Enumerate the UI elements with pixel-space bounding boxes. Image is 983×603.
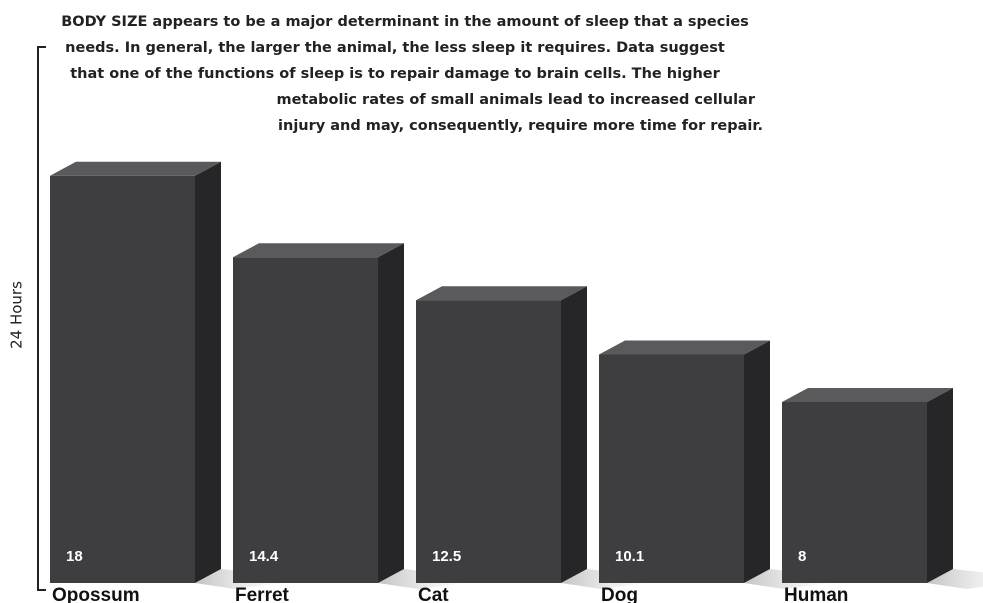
bar-side	[744, 340, 770, 583]
bar-side	[927, 388, 953, 583]
bar-front	[416, 300, 561, 583]
category-label: Ferret	[235, 585, 290, 603]
category-label: Opossum	[52, 585, 140, 603]
bar-top	[599, 340, 770, 355]
bar	[416, 286, 587, 583]
annotation-line: injury and may, consequently, require mo…	[278, 118, 763, 134]
bar-front	[50, 175, 195, 583]
bar-side	[561, 286, 587, 583]
bar-top	[782, 388, 953, 402]
bar	[782, 388, 953, 583]
annotation-line: that one of the functions of sleep is to…	[70, 66, 720, 82]
y-axis-label: 24 Hours	[8, 281, 26, 349]
value-label: 14.4	[249, 548, 279, 565]
bar	[50, 161, 221, 583]
value-label: 10.1	[615, 548, 644, 565]
category-label: Human	[784, 585, 848, 603]
bar-side	[378, 243, 404, 583]
bar-top	[50, 161, 221, 176]
annotation-line: metabolic rates of small animals lead to…	[276, 92, 755, 108]
annotation-line: needs. In general, the larger the animal…	[65, 40, 725, 56]
bar-front	[599, 354, 744, 583]
bar-side	[195, 161, 221, 583]
bar	[233, 243, 404, 583]
value-label: 8	[798, 548, 806, 565]
bar-top	[233, 243, 404, 258]
bar-shadow	[927, 569, 983, 589]
bar-front	[233, 257, 378, 583]
annotation-line: BODY SIZE appears to be a major determin…	[61, 14, 749, 30]
value-label: 18	[66, 548, 83, 565]
bar-front	[782, 402, 927, 583]
bar-top	[416, 286, 587, 301]
category-label: Cat	[418, 585, 449, 603]
value-label: 12.5	[432, 548, 461, 565]
bar	[599, 340, 770, 583]
category-label: Dog	[601, 585, 638, 603]
